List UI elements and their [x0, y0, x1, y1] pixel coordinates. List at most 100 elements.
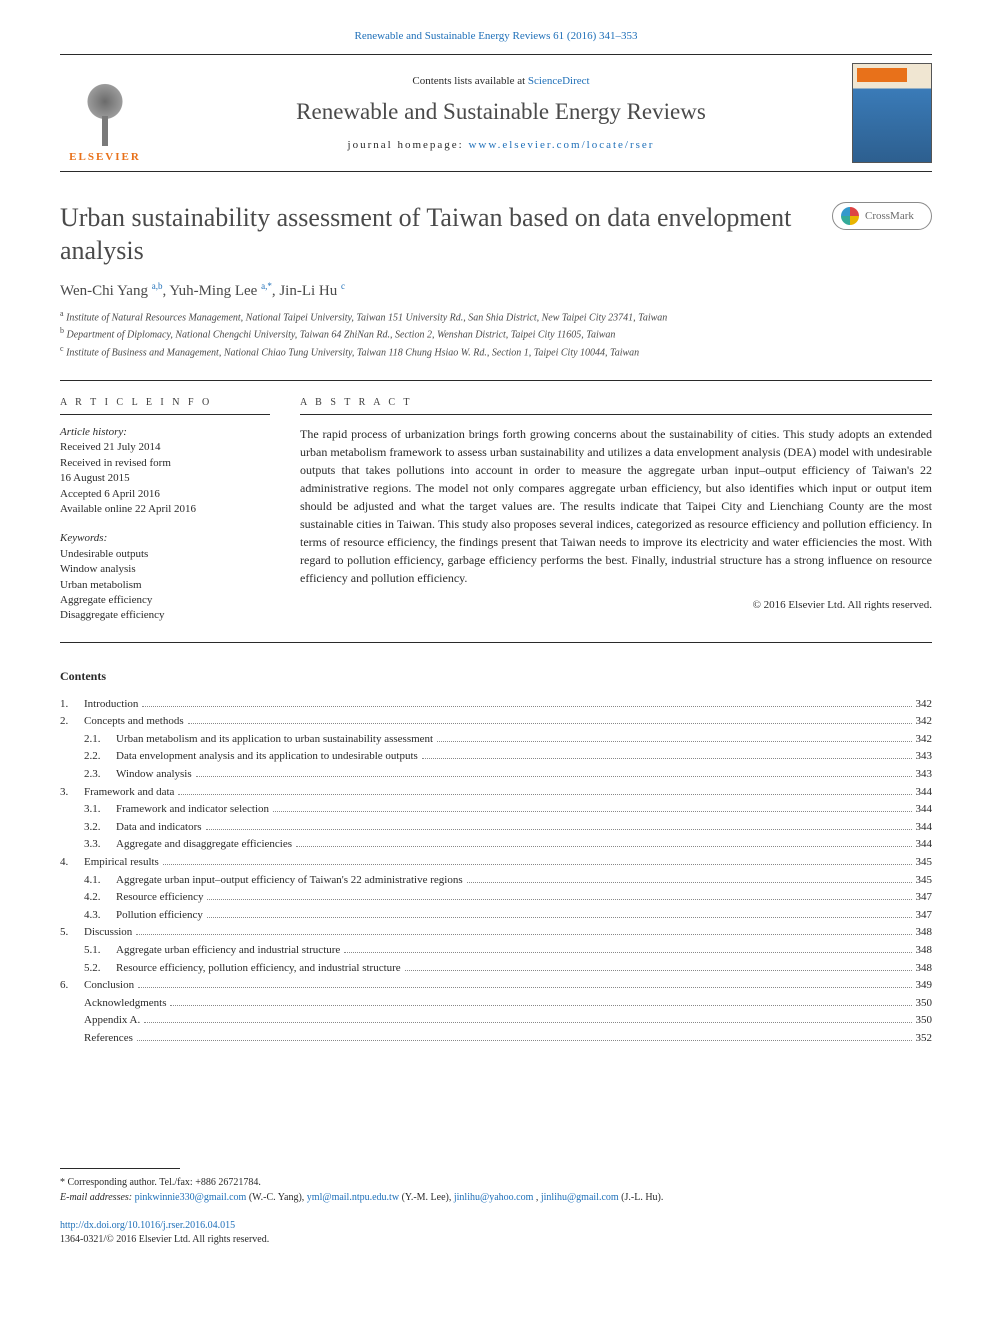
- toc-row[interactable]: 2.1.Urban metabolism and its application…: [60, 731, 932, 749]
- citation-header: Renewable and Sustainable Energy Reviews…: [60, 30, 932, 42]
- toc-row[interactable]: 3.2.Data and indicators344: [60, 819, 932, 837]
- toc-dots: [467, 882, 912, 883]
- crossmark-icon: [841, 207, 859, 225]
- affiliation-b: Department of Diplomacy, National Chengc…: [67, 330, 616, 341]
- toc-dots: [137, 1040, 912, 1041]
- toc-page: 347: [916, 907, 933, 925]
- toc-row[interactable]: 6.Conclusion349: [60, 977, 932, 995]
- toc-dots: [196, 776, 912, 777]
- toc-row[interactable]: 3.1.Framework and indicator selection344: [60, 801, 932, 819]
- abstract-heading: A B S T R A C T: [300, 397, 932, 415]
- toc-row[interactable]: References352: [60, 1030, 932, 1048]
- toc-page: 348: [916, 924, 933, 942]
- toc-row[interactable]: 3.Framework and data344: [60, 784, 932, 802]
- journal-homepage-link[interactable]: www.elsevier.com/locate/rser: [468, 139, 654, 151]
- copyright-line: © 2016 Elsevier Ltd. All rights reserved…: [300, 599, 932, 611]
- corresponding-author: * Corresponding author. Tel./fax: +886 2…: [60, 1175, 932, 1190]
- contents-prefix: Contents lists available at: [412, 75, 527, 87]
- toc-number: 3.: [60, 784, 84, 802]
- toc-label: Urban metabolism and its application to …: [116, 731, 433, 749]
- keyword: Window analysis: [60, 562, 270, 577]
- toc-row[interactable]: 3.3.Aggregate and disaggregate efficienc…: [60, 836, 932, 854]
- toc-label: References: [84, 1030, 133, 1048]
- article-history: Article history: Received 21 July 2014 R…: [60, 425, 270, 517]
- toc-row[interactable]: 1.Introduction342: [60, 696, 932, 714]
- toc-number: 2.3.: [84, 766, 116, 784]
- toc-number: 2.: [60, 713, 84, 731]
- toc-number: 2.1.: [84, 731, 116, 749]
- toc-dots: [170, 1005, 911, 1006]
- toc-number: 3.3.: [84, 836, 116, 854]
- doi-link[interactable]: http://dx.doi.org/10.1016/j.rser.2016.04…: [60, 1220, 235, 1231]
- issn-copyright: 1364-0321/© 2016 Elsevier Ltd. All right…: [60, 1234, 269, 1245]
- author-1-affil[interactable]: a,b: [152, 281, 163, 291]
- author-1: Wen-Chi Yang: [60, 283, 148, 299]
- toc-row[interactable]: 2.Concepts and methods342: [60, 713, 932, 731]
- table-of-contents: 1.Introduction3422.Concepts and methods3…: [60, 696, 932, 1048]
- toc-row[interactable]: 5.Discussion348: [60, 924, 932, 942]
- toc-page: 349: [916, 977, 933, 995]
- toc-label: Introduction: [84, 696, 138, 714]
- keyword: Aggregate efficiency: [60, 593, 270, 608]
- toc-page: 342: [916, 696, 933, 714]
- affiliation-c: Institute of Business and Management, Na…: [66, 347, 639, 358]
- toc-row[interactable]: 5.2.Resource efficiency, pollution effic…: [60, 960, 932, 978]
- author-3-affil[interactable]: c: [341, 281, 345, 291]
- toc-number: 3.2.: [84, 819, 116, 837]
- toc-row[interactable]: Appendix A.350: [60, 1012, 932, 1030]
- toc-page: 348: [916, 942, 933, 960]
- toc-label: Empirical results: [84, 854, 159, 872]
- toc-page: 342: [916, 731, 933, 749]
- keyword: Undesirable outputs: [60, 547, 270, 562]
- toc-row[interactable]: Acknowledgments350: [60, 995, 932, 1013]
- email-attribution: (W.-C. Yang),: [246, 1192, 306, 1203]
- author-3: Jin-Li Hu: [279, 283, 337, 299]
- email-link[interactable]: jinlihu@yahoo.com: [454, 1192, 533, 1203]
- history-line: Accepted 6 April 2016: [60, 487, 270, 502]
- toc-row[interactable]: 4.3.Pollution efficiency347: [60, 907, 932, 925]
- toc-label: Acknowledgments: [84, 995, 166, 1013]
- toc-dots: [163, 864, 912, 865]
- toc-label: Framework and data: [84, 784, 174, 802]
- toc-row[interactable]: 4.1.Aggregate urban input–output efficie…: [60, 872, 932, 890]
- toc-row[interactable]: 4.2.Resource efficiency 347: [60, 889, 932, 907]
- toc-dots: [138, 987, 911, 988]
- toc-dots: [207, 899, 911, 900]
- toc-row[interactable]: 4.Empirical results 345: [60, 854, 932, 872]
- toc-page: 347: [916, 889, 933, 907]
- toc-page: 348: [916, 960, 933, 978]
- elsevier-logo: ELSEVIER: [60, 63, 150, 163]
- toc-label: Resource efficiency: [116, 889, 203, 907]
- citation-link[interactable]: Renewable and Sustainable Energy Reviews…: [355, 30, 638, 42]
- toc-dots: [207, 917, 912, 918]
- history-label: Article history:: [60, 425, 270, 440]
- toc-label: Conclusion: [84, 977, 134, 995]
- email-attribution: ,: [533, 1192, 541, 1203]
- toc-dots: [273, 811, 911, 812]
- author-2-affil[interactable]: a,*: [261, 281, 272, 291]
- email-link[interactable]: pinkwinnie330@gmail.com: [135, 1192, 247, 1203]
- contents-heading: Contents: [60, 669, 932, 684]
- toc-page: 345: [916, 854, 933, 872]
- toc-dots: [188, 723, 912, 724]
- email-link[interactable]: yml@mail.ntpu.edu.tw: [307, 1192, 399, 1203]
- crossmark-badge[interactable]: CrossMark: [832, 202, 932, 230]
- footnotes: * Corresponding author. Tel./fax: +886 2…: [60, 1175, 932, 1205]
- toc-row[interactable]: 2.2.Data envelopment analysis and its ap…: [60, 748, 932, 766]
- toc-dots: [144, 1022, 911, 1023]
- toc-number: 4.: [60, 854, 84, 872]
- contents-available-line: Contents lists available at ScienceDirec…: [166, 75, 836, 87]
- history-line: 16 August 2015: [60, 471, 270, 486]
- affiliations: a Institute of Natural Resources Managem…: [60, 308, 932, 360]
- toc-number: 4.2.: [84, 889, 116, 907]
- toc-row[interactable]: 2.3.Window analysis343: [60, 766, 932, 784]
- toc-label: Aggregate urban input–output efficiency …: [116, 872, 463, 890]
- email-link[interactable]: jinlihu@gmail.com: [541, 1192, 619, 1203]
- toc-row[interactable]: 5.1.Aggregate urban efficiency and indus…: [60, 942, 932, 960]
- toc-number: 3.1.: [84, 801, 116, 819]
- doi-block: http://dx.doi.org/10.1016/j.rser.2016.04…: [60, 1219, 932, 1247]
- toc-page: 344: [916, 801, 933, 819]
- keyword: Disaggregate efficiency: [60, 608, 270, 623]
- toc-label: Data and indicators: [116, 819, 202, 837]
- sciencedirect-link[interactable]: ScienceDirect: [528, 75, 590, 87]
